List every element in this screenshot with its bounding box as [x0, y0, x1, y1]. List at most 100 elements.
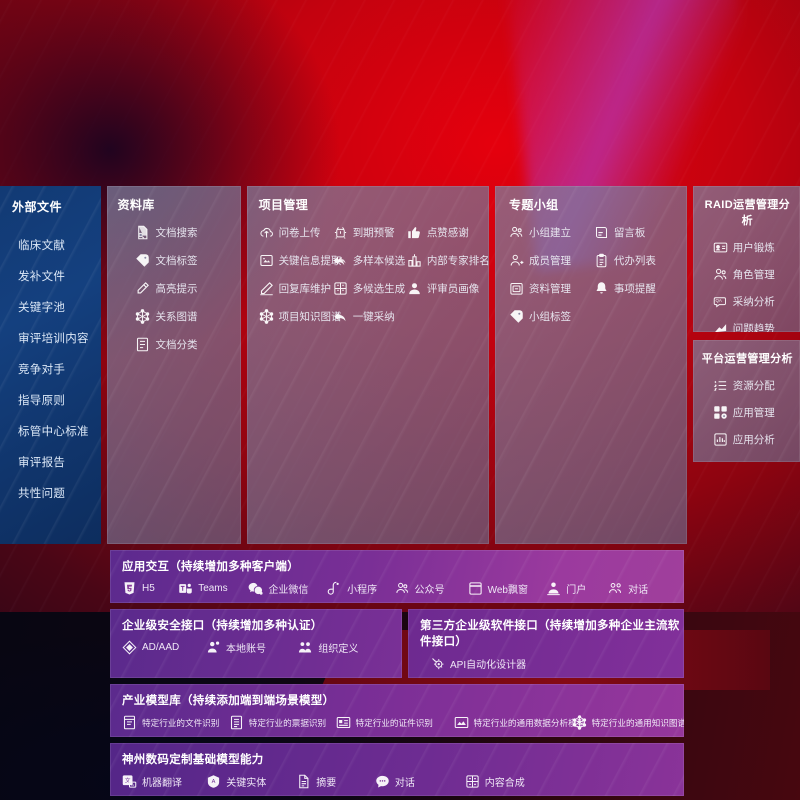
raid-item-label: 角色管理 — [732, 269, 775, 281]
project-item-one-click-adopt[interactable]: 一键采纳 — [333, 309, 407, 324]
project-item-reviewer-profile[interactable]: 评审员画像 — [407, 281, 481, 296]
basemodel-item-dialog[interactable]: 对话 — [375, 774, 465, 789]
industry-items: 特定行业的文件识别 特定行业的票据识别 特定行业的证件识别 特定行业的 — [122, 715, 684, 730]
group-item-label: 小组标签 — [528, 311, 571, 323]
raid-item-issue-trend[interactable]: 问题趋势 — [701, 321, 794, 332]
users-icon — [713, 267, 728, 282]
sidebar-item-common-issues[interactable]: 共性问题 — [18, 487, 66, 500]
interaction-item-miniprogram[interactable]: 小程序 — [327, 581, 394, 596]
platform-item-app-management[interactable]: 应用管理 — [701, 405, 794, 420]
group-item-label: 成员管理 — [528, 255, 571, 267]
project-item-reply-library-maintain[interactable]: 回复库维护 — [259, 281, 333, 296]
svg-text:A: A — [131, 783, 134, 787]
sidebar-item-guidelines[interactable]: 指导原则 — [18, 394, 66, 407]
web-window-icon — [468, 581, 483, 596]
doc-list-icon — [135, 337, 150, 352]
group-item-event-reminder[interactable]: 事项提醒 — [594, 281, 679, 296]
group-item-member-management[interactable]: 成员管理 — [509, 253, 594, 268]
thirdparty-item-api-designer[interactable]: API自动化设计器 — [420, 656, 526, 671]
library-item-relation-graph[interactable]: 关系图谱 — [117, 309, 232, 324]
portal-icon — [546, 581, 561, 596]
basemodel-item-label: 机器翻译 — [142, 778, 182, 789]
group-item-message-board[interactable]: 留言板 — [594, 225, 679, 240]
project-item-label: 内部专家排名 — [426, 255, 489, 267]
raid-item-label: 采纳分析 — [732, 296, 775, 308]
svg-text:文: 文 — [125, 776, 131, 784]
group-item-group-tag[interactable]: 小组标签 — [509, 309, 594, 324]
project-item-questionnaire-upload[interactable]: 问卷上传 — [259, 225, 333, 240]
project-item-label: 评审员画像 — [426, 283, 480, 295]
bell-icon — [594, 281, 609, 296]
project-item-expiry-alert[interactable]: 到期预警 — [333, 225, 407, 240]
library-item-label: 文档分类 — [155, 339, 198, 351]
industry-item-label: 特定行业的文件识别 — [142, 717, 220, 728]
industry-item-knowledge-graph[interactable]: 特定行业的通用知识图谱模型 — [572, 715, 684, 730]
interaction-item-wechat-work[interactable]: 企业微信 — [248, 581, 327, 596]
project-item-knowledge-graph[interactable]: 项目知识图谱 — [259, 309, 342, 324]
interaction-item-portal[interactable]: 门户 — [546, 581, 608, 596]
shield-diamond-icon — [122, 640, 137, 655]
project-item-thanks-like[interactable]: 点赞感谢 — [407, 225, 481, 240]
html5-icon — [122, 581, 137, 596]
group-item-todo-list[interactable]: 代办列表 — [594, 253, 679, 268]
ordered-list-icon — [713, 378, 728, 393]
library-item-label: 高亮提示 — [155, 283, 198, 295]
interaction-item-dialog[interactable]: 对话 — [608, 581, 681, 596]
security-item-local-account[interactable]: 本地账号 — [206, 640, 298, 655]
interaction-item-official-account[interactable]: 公众号 — [395, 581, 468, 596]
project-item-internal-expert-rank[interactable]: 内部专家排名 — [407, 253, 489, 268]
project-item-label: 一键采纳 — [352, 311, 395, 323]
library-item-doc-category[interactable]: 文档分类 — [117, 337, 232, 352]
interaction-item-teams[interactable]: Teams — [178, 581, 248, 596]
basemodel-item-content-synthesis[interactable]: 内容合成 — [465, 774, 566, 789]
project-title: 项目管理 — [258, 198, 309, 212]
cloud-upload-icon — [259, 225, 274, 240]
thumbs-up-icon — [407, 225, 422, 240]
group-item-material-management[interactable]: 资料管理 — [509, 281, 594, 296]
bar-rank-icon — [407, 253, 422, 268]
svg-text:QA: QA — [715, 298, 721, 303]
industry-item-file-recognize[interactable]: 特定行业的文件识别 — [122, 715, 229, 730]
project-item-multi-sample-candidate[interactable]: 多样本候选 — [333, 253, 407, 268]
sidebar-item-standards-center[interactable]: 标管中心标准 — [18, 425, 89, 438]
industry-item-id-recognize[interactable]: 特定行业的证件识别 — [336, 715, 454, 730]
basemodel-item-key-entity[interactable]: A 关键实体 — [206, 774, 296, 789]
sidebar-item-clinical-literature[interactable]: 临床文献 — [18, 239, 66, 252]
app-analysis-icon — [713, 432, 728, 447]
raid-item-role-management[interactable]: 角色管理 — [701, 267, 794, 282]
interaction-item-label: 小程序 — [347, 585, 378, 596]
sidebar-item-review-training[interactable]: 审评培训内容 — [18, 332, 89, 345]
interaction-item-h5[interactable]: H5 — [122, 581, 178, 596]
platform-item-app-analysis[interactable]: 应用分析 — [701, 432, 794, 447]
library-item-doc-search[interactable]: 文档搜索 — [117, 225, 232, 240]
project-item-key-info-extract[interactable]: 关键信息提取 — [259, 253, 342, 268]
panel-library: 资料库 文档搜索 文档标签 高亮提示 — [107, 186, 241, 544]
library-item-doc-tag[interactable]: 文档标签 — [117, 253, 232, 268]
group-item-create-group[interactable]: 小组建立 — [509, 225, 594, 240]
raid-title: RAID运营管理分析 — [704, 199, 791, 227]
svg-text:A: A — [212, 779, 216, 785]
project-item-multi-candidate-generate[interactable]: 多候选生成 — [333, 281, 407, 296]
invoice-recognize-icon — [229, 715, 244, 730]
sidebar-item-keyword-pool[interactable]: 关键字池 — [18, 301, 66, 314]
basemodel-item-summary[interactable]: 摘要 — [296, 774, 375, 789]
sidebar-item-competitors[interactable]: 竞争对手 — [18, 363, 66, 376]
extract-icon — [259, 253, 274, 268]
raid-item-adoption-analysis[interactable]: QA 采纳分析 — [701, 294, 794, 309]
security-item-org-define[interactable]: 组织定义 — [298, 640, 390, 655]
local-account-icon — [206, 640, 221, 655]
raid-item-user-training[interactable]: 用户锻炼 — [701, 240, 794, 255]
library-item-highlight[interactable]: 高亮提示 — [117, 281, 232, 296]
user-plus-icon — [509, 253, 524, 268]
industry-title: 产业模型库（持续添加端到端场景模型） — [122, 695, 335, 707]
project-item-label: 项目知识图谱 — [278, 311, 342, 323]
industry-item-data-analysis[interactable]: 特定行业的通用数据分析模型 — [454, 715, 585, 730]
industry-item-invoice-recognize[interactable]: 特定行业的票据识别 — [229, 715, 336, 730]
interaction-item-web-float[interactable]: Web飘窗 — [468, 581, 547, 596]
sidebar-item-review-report[interactable]: 审评报告 — [18, 456, 66, 469]
platform-item-resource-allocation[interactable]: 资源分配 — [701, 378, 794, 393]
sidebar-item-supplement-files[interactable]: 发补文件 — [18, 270, 66, 283]
security-item-label: AD/AAD — [142, 642, 180, 653]
security-item-ad-aad[interactable]: AD/AAD — [122, 640, 206, 655]
